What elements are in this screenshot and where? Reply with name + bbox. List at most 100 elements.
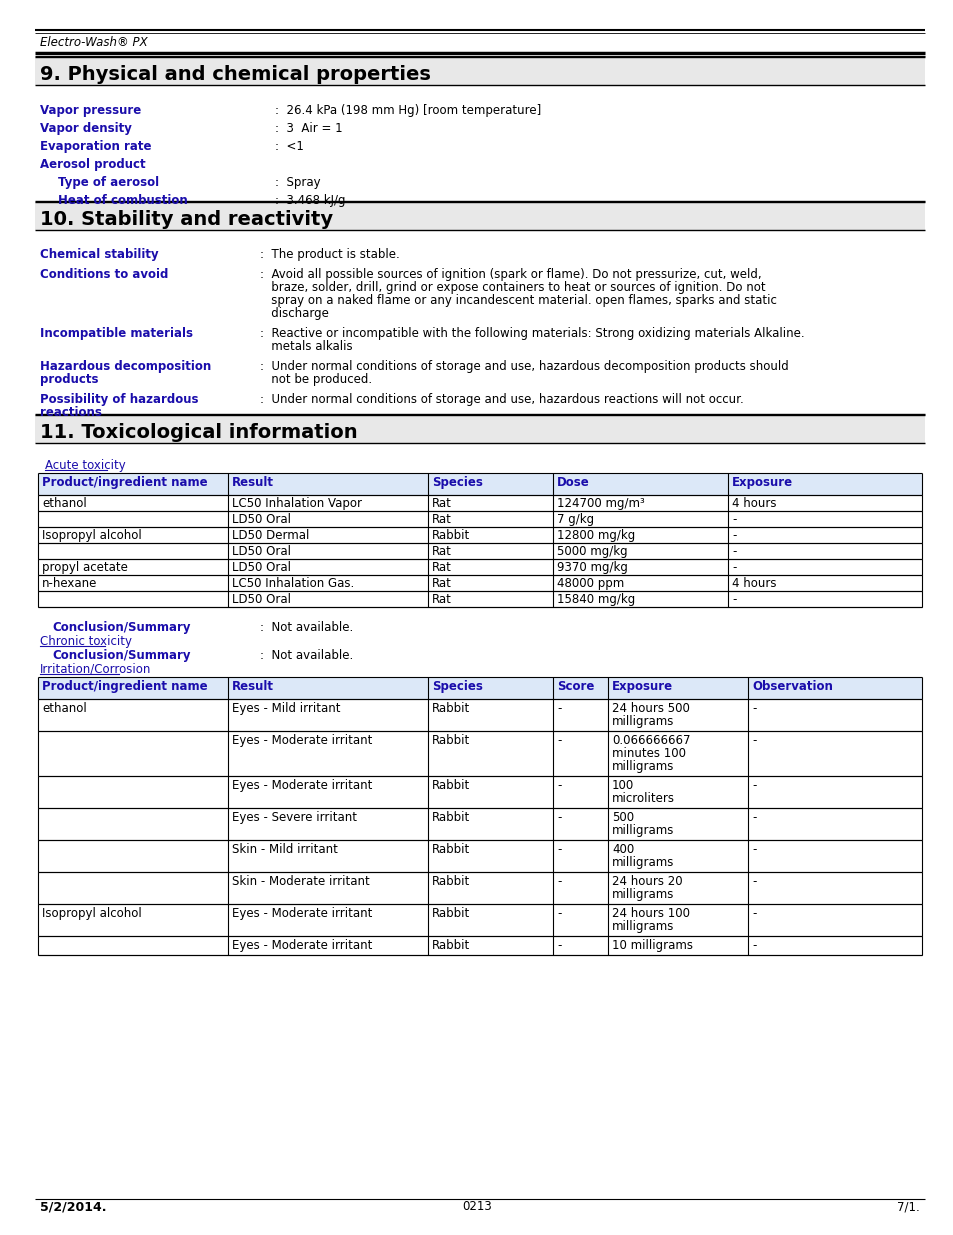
Text: reactions: reactions — [40, 406, 102, 419]
Text: 9. Physical and chemical properties: 9. Physical and chemical properties — [40, 65, 431, 84]
Text: Eyes - Moderate irritant: Eyes - Moderate irritant — [232, 734, 372, 747]
Text: -: - — [557, 876, 560, 888]
Text: 48000 ppm: 48000 ppm — [557, 577, 623, 590]
Text: Chemical stability: Chemical stability — [40, 248, 158, 261]
Text: Eyes - Moderate irritant: Eyes - Moderate irritant — [232, 906, 372, 920]
Text: Hazardous decomposition: Hazardous decomposition — [40, 359, 211, 373]
Text: :  Reactive or incompatible with the following materials: Strong oxidizing mater: : Reactive or incompatible with the foll… — [260, 327, 803, 340]
Text: :  <1: : <1 — [274, 140, 304, 153]
Text: microliters: microliters — [612, 792, 675, 805]
Text: Possibility of hazardous: Possibility of hazardous — [40, 393, 198, 406]
Text: 500: 500 — [612, 811, 634, 824]
Text: :  Not available.: : Not available. — [260, 650, 353, 662]
Text: :  Not available.: : Not available. — [260, 621, 353, 634]
Text: 7/1.: 7/1. — [897, 1200, 919, 1213]
Text: 10 milligrams: 10 milligrams — [612, 939, 692, 952]
Text: spray on a naked flame or any incandescent material. open flames, sparks and sta: spray on a naked flame or any incandesce… — [260, 294, 776, 308]
Text: products: products — [40, 373, 98, 387]
Text: Product/ingredient name: Product/ingredient name — [42, 680, 208, 693]
Text: Vapor density: Vapor density — [40, 122, 132, 135]
Bar — [35, 415, 924, 443]
Text: Dose: Dose — [557, 475, 589, 489]
Text: milligrams: milligrams — [612, 856, 674, 869]
Text: Rabbit: Rabbit — [432, 529, 470, 542]
Text: -: - — [731, 593, 736, 606]
Text: -: - — [557, 811, 560, 824]
Text: Rabbit: Rabbit — [432, 939, 470, 952]
Text: 5/2/2014.: 5/2/2014. — [40, 1200, 107, 1213]
Text: Eyes - Mild irritant: Eyes - Mild irritant — [232, 701, 340, 715]
Text: -: - — [751, 701, 756, 715]
Text: 7 g/kg: 7 g/kg — [557, 513, 594, 526]
Text: Evaporation rate: Evaporation rate — [40, 140, 152, 153]
Text: Conditions to avoid: Conditions to avoid — [40, 268, 168, 282]
Text: discharge: discharge — [260, 308, 329, 320]
Text: milligrams: milligrams — [612, 888, 674, 902]
Text: -: - — [557, 939, 560, 952]
Text: Aerosol product: Aerosol product — [40, 158, 146, 170]
Text: 400: 400 — [612, 844, 634, 856]
Text: Rabbit: Rabbit — [432, 906, 470, 920]
Text: LD50 Oral: LD50 Oral — [232, 545, 291, 558]
Text: 11. Toxicological information: 11. Toxicological information — [40, 424, 357, 442]
Text: :  Under normal conditions of storage and use, hazardous decomposition products : : Under normal conditions of storage and… — [260, 359, 788, 373]
Text: -: - — [731, 529, 736, 542]
Bar — [38, 473, 921, 495]
Text: milligrams: milligrams — [612, 920, 674, 932]
Text: :  The product is stable.: : The product is stable. — [260, 248, 399, 261]
Text: Rabbit: Rabbit — [432, 779, 470, 792]
Text: -: - — [751, 876, 756, 888]
Text: :  3  Air = 1: : 3 Air = 1 — [274, 122, 342, 135]
Text: ethanol: ethanol — [42, 496, 87, 510]
Text: -: - — [751, 844, 756, 856]
Text: Rat: Rat — [432, 513, 452, 526]
Text: Eyes - Severe irritant: Eyes - Severe irritant — [232, 811, 356, 824]
Text: Irritation/Corrosion: Irritation/Corrosion — [40, 663, 152, 676]
Bar — [38, 677, 921, 699]
Text: not be produced.: not be produced. — [260, 373, 372, 387]
Text: 10. Stability and reactivity: 10. Stability and reactivity — [40, 210, 333, 228]
Text: milligrams: milligrams — [612, 715, 674, 727]
Text: 4 hours: 4 hours — [731, 577, 776, 590]
Text: Rabbit: Rabbit — [432, 876, 470, 888]
Text: -: - — [557, 701, 560, 715]
Text: Conclusion/Summary: Conclusion/Summary — [52, 621, 191, 634]
Text: LD50 Oral: LD50 Oral — [232, 593, 291, 606]
Text: :  Under normal conditions of storage and use, hazardous reactions will not occu: : Under normal conditions of storage and… — [260, 393, 743, 406]
Text: Skin - Mild irritant: Skin - Mild irritant — [232, 844, 337, 856]
Bar — [35, 57, 924, 85]
Text: Acute toxicity: Acute toxicity — [45, 459, 126, 472]
Text: Rat: Rat — [432, 561, 452, 574]
Text: Rat: Rat — [432, 496, 452, 510]
Text: milligrams: milligrams — [612, 760, 674, 773]
Text: Result: Result — [232, 680, 274, 693]
Text: Rabbit: Rabbit — [432, 844, 470, 856]
Text: 12800 mg/kg: 12800 mg/kg — [557, 529, 635, 542]
Text: Isopropyl alcohol: Isopropyl alcohol — [42, 529, 142, 542]
Text: Conclusion/Summary: Conclusion/Summary — [52, 650, 191, 662]
Text: -: - — [751, 906, 756, 920]
Text: 24 hours 500: 24 hours 500 — [612, 701, 689, 715]
Text: 15840 mg/kg: 15840 mg/kg — [557, 593, 635, 606]
Text: Rabbit: Rabbit — [432, 734, 470, 747]
Text: Observation: Observation — [751, 680, 832, 693]
Text: -: - — [731, 545, 736, 558]
Text: n-hexane: n-hexane — [42, 577, 97, 590]
Text: Rat: Rat — [432, 593, 452, 606]
Text: LC50 Inhalation Gas.: LC50 Inhalation Gas. — [232, 577, 354, 590]
Text: milligrams: milligrams — [612, 824, 674, 837]
Text: Rat: Rat — [432, 545, 452, 558]
Text: Eyes - Moderate irritant: Eyes - Moderate irritant — [232, 779, 372, 792]
Text: Incompatible materials: Incompatible materials — [40, 327, 193, 340]
Text: Electro-Wash® PX: Electro-Wash® PX — [40, 36, 148, 49]
Text: 0213: 0213 — [461, 1200, 492, 1213]
Text: -: - — [557, 906, 560, 920]
Text: Isopropyl alcohol: Isopropyl alcohol — [42, 906, 142, 920]
Text: Skin - Moderate irritant: Skin - Moderate irritant — [232, 876, 370, 888]
Text: Rabbit: Rabbit — [432, 811, 470, 824]
Text: -: - — [751, 734, 756, 747]
Bar — [35, 203, 924, 230]
Text: -: - — [557, 844, 560, 856]
Text: 9370 mg/kg: 9370 mg/kg — [557, 561, 627, 574]
Text: -: - — [557, 779, 560, 792]
